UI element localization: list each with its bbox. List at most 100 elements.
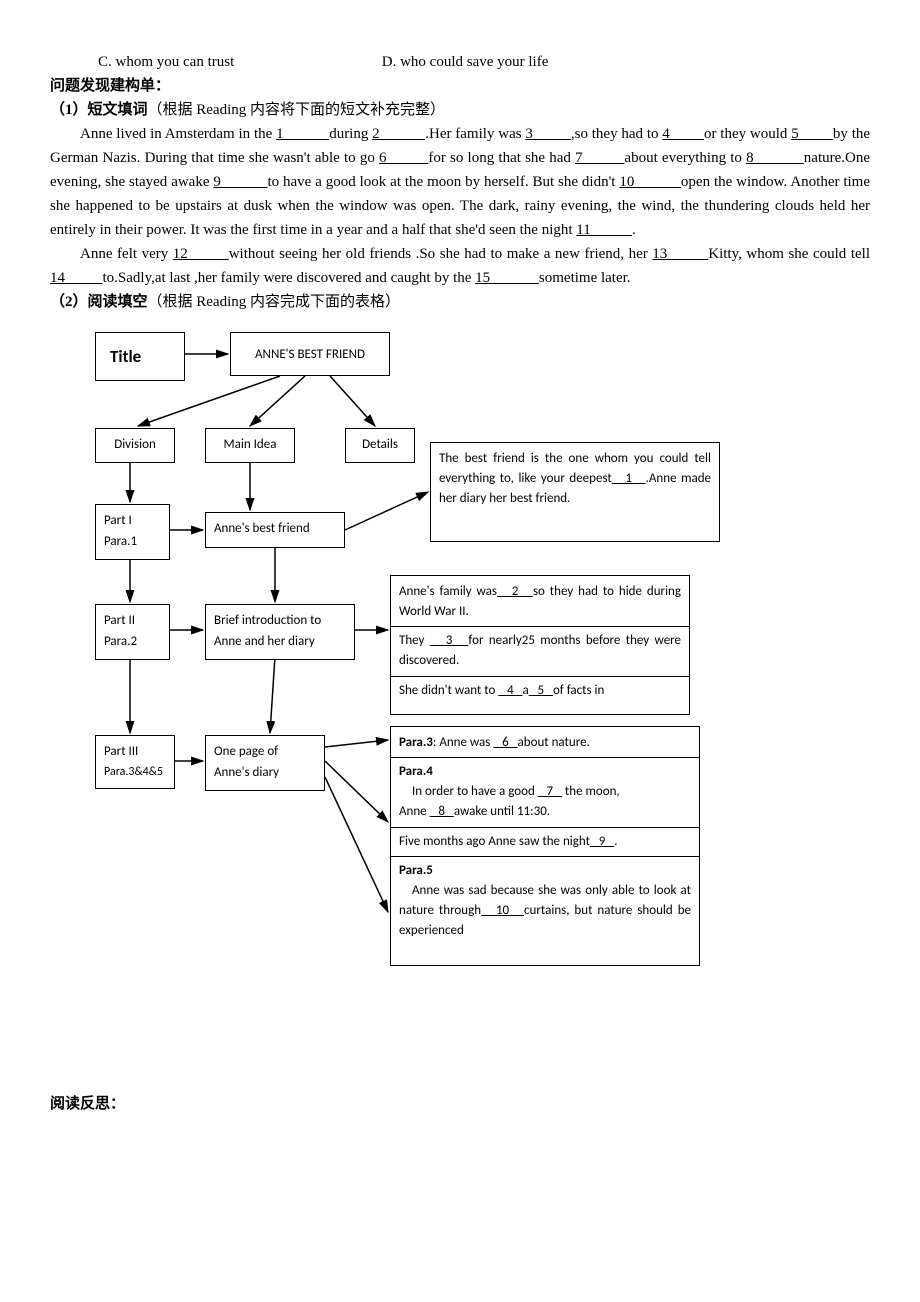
reading-reflection-heading: 阅读反思： <box>50 1092 870 1116</box>
blank-11: 11 <box>576 222 632 238</box>
blank: 8 <box>430 804 454 819</box>
separator <box>391 626 689 627</box>
separator <box>391 676 689 677</box>
label: Title <box>110 346 141 367</box>
label: Para.1 <box>104 532 161 553</box>
text: to have a good look at the moon by herse… <box>267 174 619 190</box>
fill2-note: （根据 Reading 内容完成下面的表格） <box>148 294 401 310</box>
label: Main Idea <box>224 437 277 452</box>
idea2-box: Brief introduction to Anne and her diary <box>205 604 355 660</box>
text: They <box>399 633 430 648</box>
separator <box>391 757 699 758</box>
blank-4: 4 <box>662 126 704 142</box>
idea1-box: Anne's best friend <box>205 512 345 548</box>
text: Five months ago Anne saw the night <box>399 834 590 849</box>
text: without seeing her old friends .So she h… <box>229 246 653 262</box>
row: In order to have a good 7 the moon, <box>399 782 691 802</box>
label: Para.4 <box>399 762 691 782</box>
option-c: C. whom you can trust <box>98 50 378 74</box>
label: ANNE'S BEST FRIEND <box>255 347 365 362</box>
text: . <box>614 834 617 849</box>
label: Para.2 <box>104 632 161 653</box>
detail2-box: Anne's family was 2 so they had to hide … <box>390 575 690 715</box>
blank-5: 5 <box>791 126 833 142</box>
blank-8: 8 <box>746 150 804 166</box>
text: : Anne was <box>433 735 493 750</box>
division-box: Division <box>95 428 175 463</box>
text: or they would <box>704 126 791 142</box>
text: ,so they had to <box>571 126 662 142</box>
text: Anne's family was <box>399 584 497 599</box>
text: for so long that she had <box>428 150 575 166</box>
text: Anne <box>399 804 430 819</box>
blank: 2 <box>497 584 533 599</box>
label: Part III <box>104 742 166 763</box>
fill2-label: （2）阅读填空 <box>50 294 148 310</box>
row: Para.3: Anne was 6 about nature. <box>399 733 691 753</box>
text: Anne felt very <box>80 246 173 262</box>
text: awake until 11:30. <box>454 804 550 819</box>
blank: 4 <box>498 683 522 698</box>
blank: 7 <box>538 784 562 799</box>
label: Details <box>362 437 398 452</box>
blank: 3 <box>430 633 469 648</box>
separator <box>391 827 699 828</box>
blank: 9 <box>590 834 614 849</box>
text: She didn't want to <box>399 683 498 698</box>
blank-10: 10 <box>619 174 681 190</box>
text: Kitty, whom she could tell <box>708 246 870 262</box>
row: Anne's family was 2 so they had to hide … <box>399 582 681 622</box>
details-box: Details <box>345 428 415 463</box>
idea3-box: One page of Anne's diary <box>205 735 325 791</box>
row: She didn't want to 4 a 5 of facts in <box>399 681 681 701</box>
text: sometime later. <box>539 270 631 286</box>
label: Anne's diary <box>214 763 316 784</box>
text: .Her family was <box>425 126 525 142</box>
label: Part II <box>104 611 161 632</box>
blank: 10 <box>481 903 524 918</box>
label: Anne and her diary <box>214 632 346 653</box>
label: Anne's best friend <box>214 521 310 536</box>
fill1-heading: （1）短文填词（根据 Reading 内容将下面的短文补充完整） <box>50 98 870 122</box>
text: . <box>632 222 636 238</box>
passage-p1: Anne lived in Amsterdam in the 1 during … <box>50 122 870 242</box>
text: during <box>329 126 372 142</box>
detail1-box: The best friend is the one whom you coul… <box>430 442 720 542</box>
blank-14: 14 <box>50 270 103 286</box>
blank-2: 2 <box>372 126 425 142</box>
text: about everything to <box>624 150 746 166</box>
text: the moon, <box>562 784 620 799</box>
blank-3: 3 <box>525 126 570 142</box>
row: Anne 8 awake until 11:30. <box>399 802 691 822</box>
row: Anne was sad because she was only able t… <box>399 881 691 941</box>
label: One page of <box>214 742 316 763</box>
row: They 3 for nearly25 months before they w… <box>399 631 681 671</box>
blank-6: 6 <box>379 150 428 166</box>
flowchart-diagram: Title ANNE'S BEST FRIEND Division Main I… <box>50 322 870 1072</box>
fill1-note: （根据 Reading 内容将下面的短文补充完整） <box>148 102 446 118</box>
text: In order to have a good <box>412 784 538 799</box>
fill1-label: （1）短文填词 <box>50 102 148 118</box>
options-row: C. whom you can trust D. who could save … <box>98 50 870 74</box>
label: Part I <box>104 511 161 532</box>
part3-box: Part III Para.3&4&5 <box>95 735 175 789</box>
row: Five months ago Anne saw the night 9 . <box>399 832 691 852</box>
blank: 1 <box>612 471 646 486</box>
part2-box: Part II Para.2 <box>95 604 170 660</box>
separator <box>391 856 699 857</box>
blank-13: 13 <box>652 246 708 262</box>
blank-15: 15 <box>475 270 539 286</box>
text: about nature. <box>518 735 590 750</box>
text: Anne lived in Amsterdam in the <box>80 126 276 142</box>
best-friend-box: ANNE'S BEST FRIEND <box>230 332 390 376</box>
blank-9: 9 <box>213 174 267 190</box>
part1-box: Part I Para.1 <box>95 504 170 560</box>
main-idea-box: Main Idea <box>205 428 295 463</box>
detail3-box: Para.3: Anne was 6 about nature. Para.4 … <box>390 726 700 966</box>
blank-1: 1 <box>276 126 329 142</box>
title-box: Title <box>95 332 185 381</box>
problem-heading: 问题发现建构单： <box>50 74 870 98</box>
blank: 5 <box>529 683 553 698</box>
fill2-heading: （2）阅读填空（根据 Reading 内容完成下面的表格） <box>50 290 870 314</box>
blank: 6 <box>493 735 517 750</box>
